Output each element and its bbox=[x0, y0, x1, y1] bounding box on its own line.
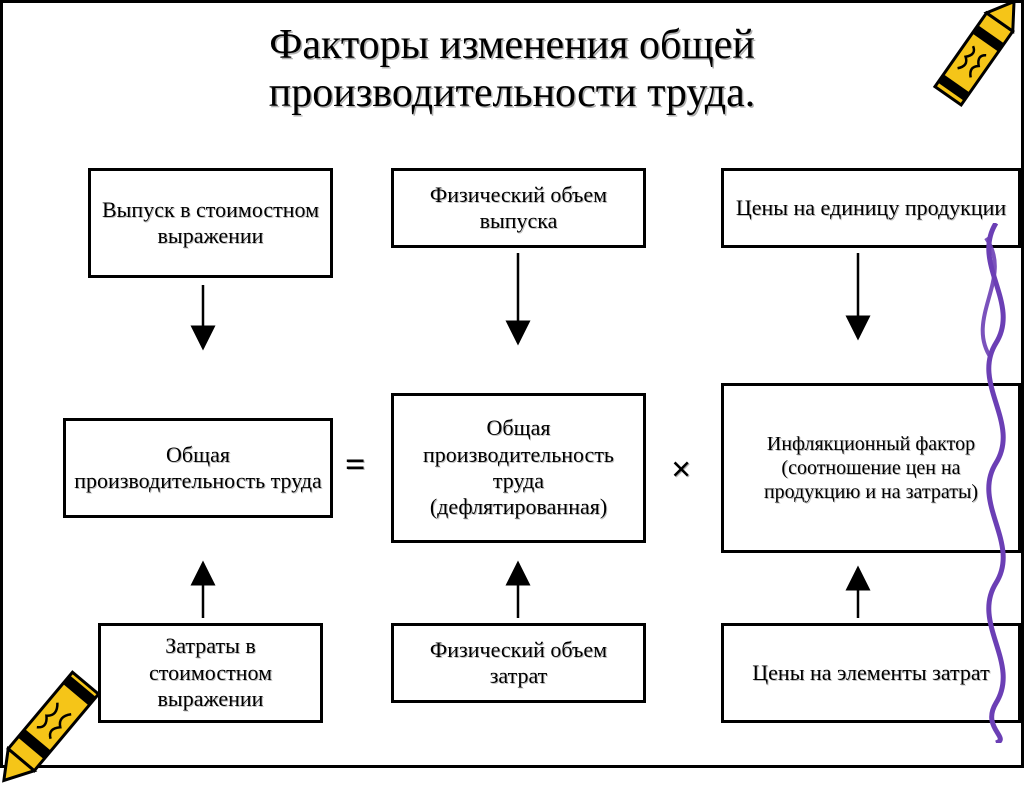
times-operator: × bbox=[671, 448, 692, 490]
equals-operator: = bbox=[345, 443, 366, 485]
box-total-productivity-text: Общая производительность труда bbox=[74, 442, 322, 495]
squiggle-decoration bbox=[966, 223, 1024, 743]
times-text: × bbox=[671, 449, 692, 489]
box-cost-value-text: Затраты в стоимостном выражении bbox=[109, 633, 312, 712]
title-line-1: Факторы изменения общей bbox=[269, 22, 755, 68]
box-output-value: Выпуск в стоимостном выражении bbox=[88, 168, 333, 278]
box-output-value-text: Выпуск в стоимостном выражении bbox=[99, 197, 322, 250]
box-physical-cost: Физический объем затрат bbox=[391, 623, 646, 703]
box-unit-prices-text: Цены на единицу продукции bbox=[736, 195, 1006, 221]
box-cost-element-prices-text: Цены на элементы затрат bbox=[752, 660, 989, 686]
crayon-icon-bottom bbox=[0, 630, 138, 790]
box-deflated-productivity-text: Общая производительность труда (дефлятир… bbox=[402, 415, 635, 521]
title-line-2: производительности труда. bbox=[269, 70, 756, 116]
page-title: Факторы изменения общей производительнос… bbox=[3, 3, 1021, 118]
box-deflated-productivity: Общая производительность труда (дефлятир… bbox=[391, 393, 646, 543]
box-physical-output: Физический объем выпуска bbox=[391, 168, 646, 248]
equals-text: = bbox=[345, 444, 366, 484]
crayon-icon-top bbox=[911, 0, 1024, 133]
box-physical-cost-text: Физический объем затрат bbox=[402, 637, 635, 690]
box-total-productivity: Общая производительность труда bbox=[63, 418, 333, 518]
box-physical-output-text: Физический объем выпуска bbox=[402, 182, 635, 235]
